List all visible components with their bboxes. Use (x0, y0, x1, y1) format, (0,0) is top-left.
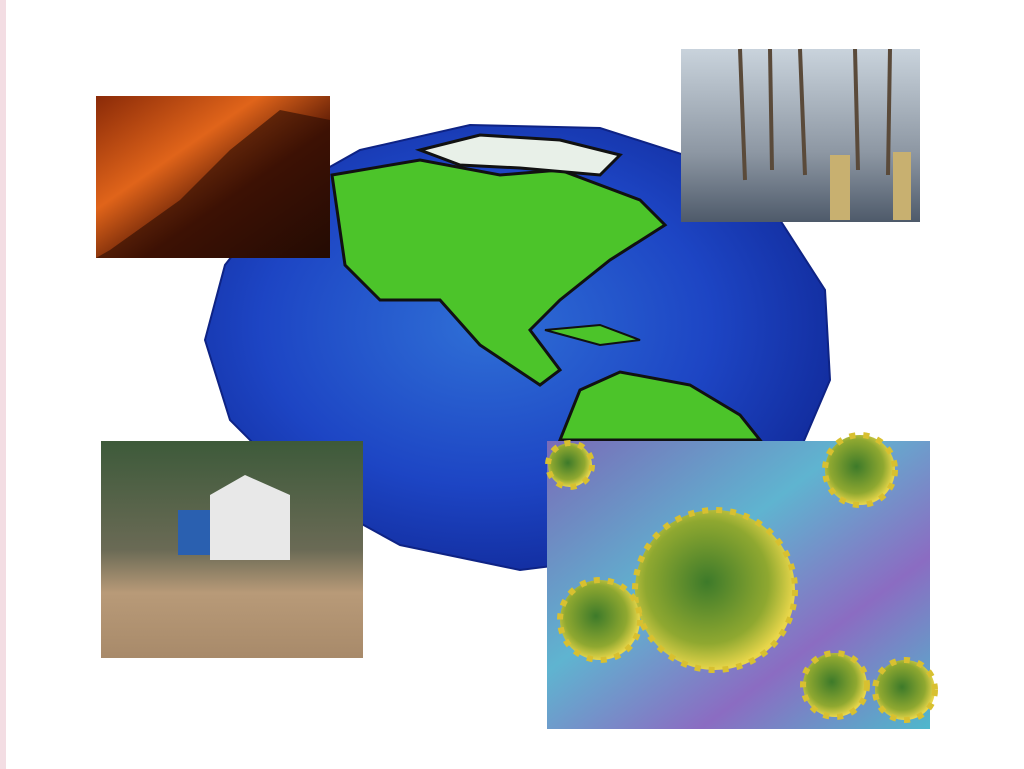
north-america (330, 158, 668, 387)
caribbean (544, 323, 641, 347)
firefighter (830, 155, 850, 220)
virus-cells (545, 432, 938, 723)
arctic (414, 133, 623, 177)
wildfire-hill (96, 110, 330, 258)
trees (738, 48, 892, 181)
left-edge (0, 0, 6, 769)
firefighter (893, 152, 911, 220)
house (210, 475, 290, 560)
tarp (178, 510, 210, 555)
south-america (557, 370, 764, 442)
